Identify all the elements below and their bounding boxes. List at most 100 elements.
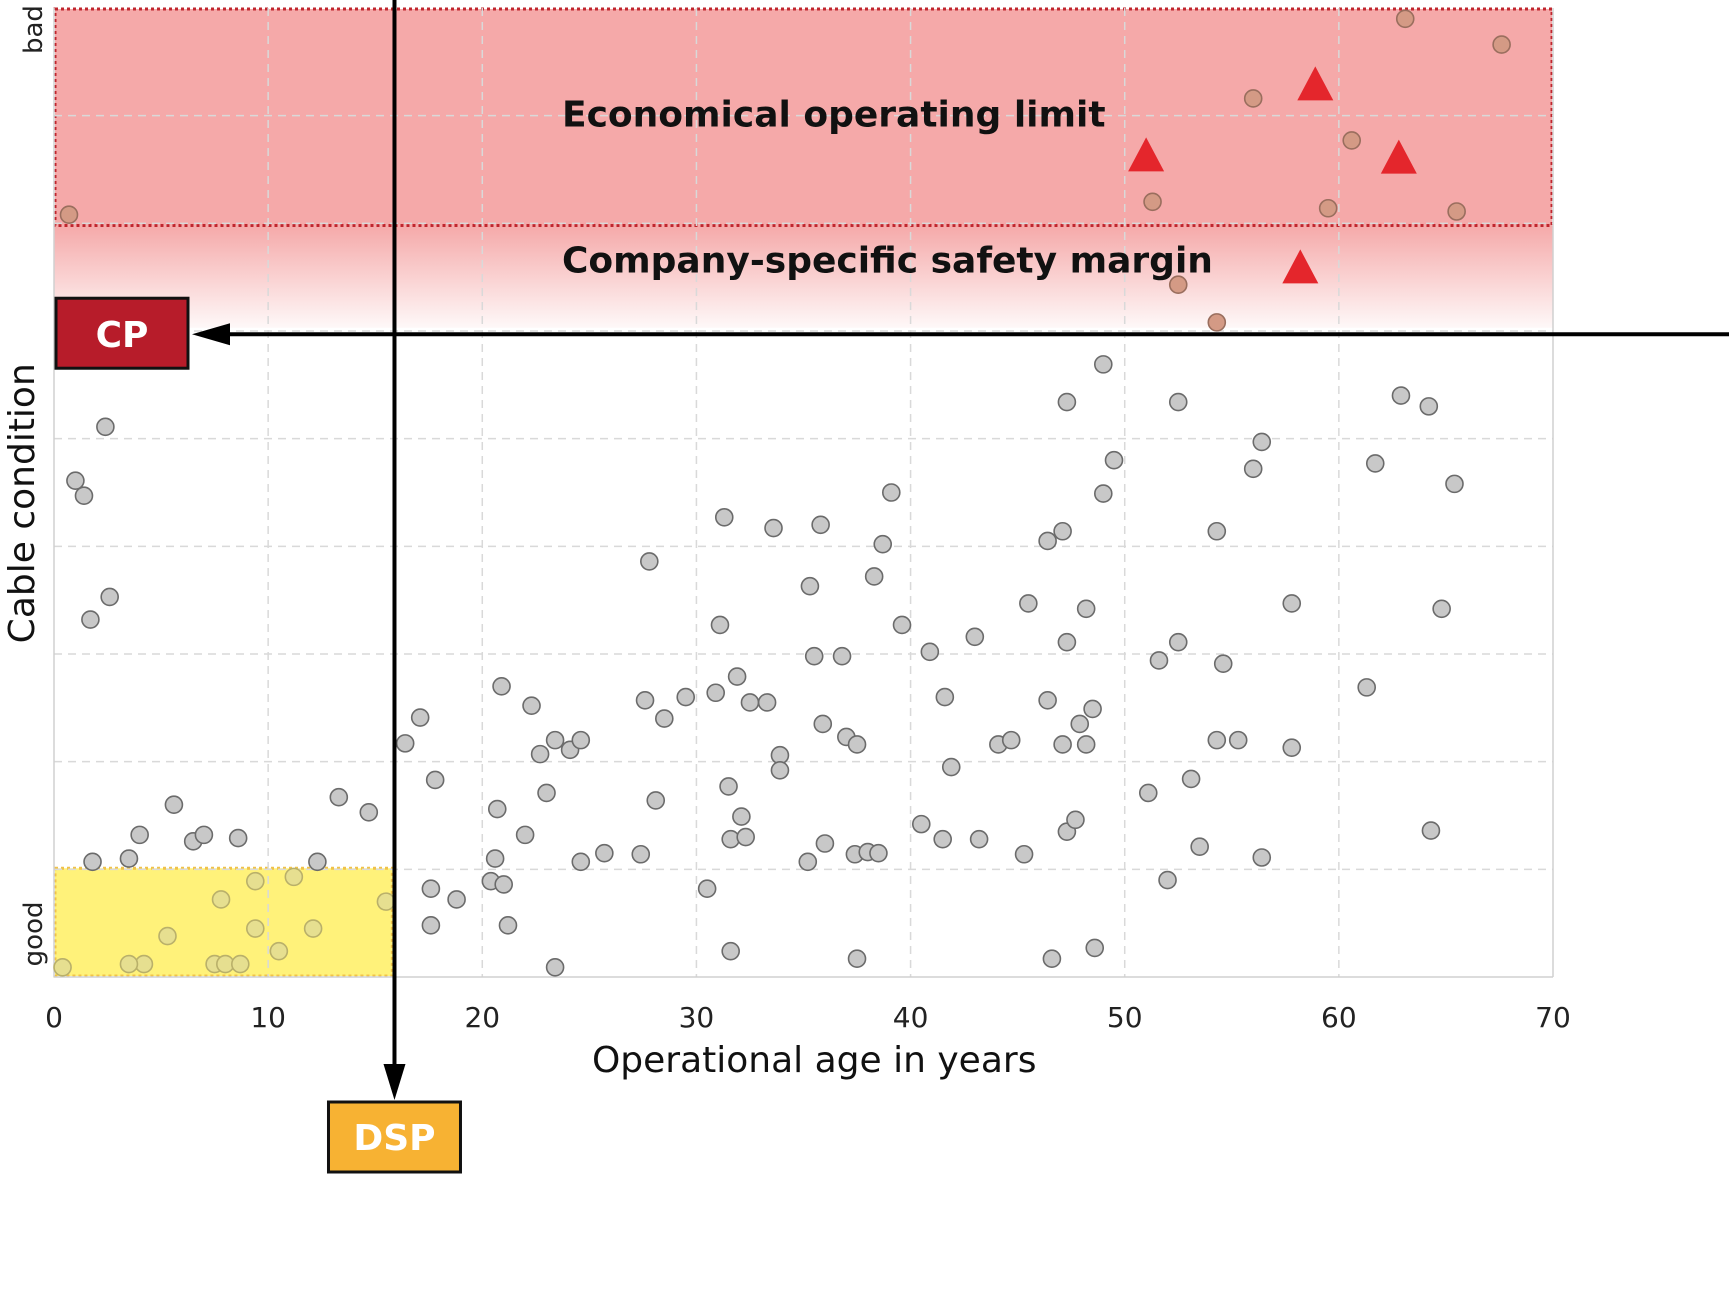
data-point [1104,450,1124,470]
data-point [492,676,511,696]
data-point [1395,9,1415,29]
data-point [1342,131,1362,150]
data-point [1207,730,1227,750]
data-point [1076,599,1096,619]
data-point [740,693,760,712]
data-point [813,714,833,734]
data-point [1432,599,1451,619]
data-point [676,687,696,707]
data-point [1365,454,1385,473]
data-point [130,825,149,845]
cp-arrowhead [192,323,230,346]
data-point [1038,531,1057,551]
data-point [59,205,79,225]
data-point [714,507,734,527]
data-point [655,709,674,728]
y-tick-label-good: good [19,902,49,967]
data-point [764,518,783,538]
data-point [1252,432,1272,452]
data-point [1282,738,1302,757]
data-point [1083,699,1102,719]
data-point [66,471,85,490]
data-point [635,690,655,710]
data-point [571,730,591,750]
data-point [119,849,139,868]
data-point [757,693,777,712]
data-point [1318,198,1338,218]
data-point [1357,678,1376,697]
x-tick-label: 30 [679,1001,715,1034]
data-point [800,576,820,596]
data-point [1190,837,1209,857]
data-point [911,814,931,834]
x-tick-label: 70 [1535,1001,1571,1034]
data-point [941,757,961,777]
data-point [410,708,430,727]
data-point [847,735,867,754]
x-tick-label: 40 [893,1001,929,1034]
data-point [1038,690,1057,710]
data-point [421,879,441,899]
data-point [1057,632,1077,652]
data-point [804,646,824,666]
data-point [1076,735,1096,754]
dsp-box [326,1100,462,1174]
data-point [119,954,139,974]
data-point [1445,474,1464,494]
data-point [359,802,379,822]
data-point [545,958,565,977]
data-point [1492,35,1511,54]
data-point [1252,848,1272,867]
data-point [1168,632,1188,652]
data-point [1085,938,1105,958]
data-point [719,777,738,796]
data-point [83,852,102,872]
data-point [1228,730,1248,750]
data-point [515,825,535,845]
data-point [770,760,790,780]
data-point [595,843,614,863]
data-point [494,875,514,894]
data-point [869,843,888,863]
data-point [873,534,893,554]
data-point [965,627,985,647]
data-point [1419,397,1439,416]
data-point [1066,810,1085,830]
data-point [1143,192,1162,212]
data-point [1001,730,1021,750]
data-point-triangle [1380,139,1417,174]
data-point-triangle [1128,137,1165,172]
data-point [537,783,556,803]
data-point [646,791,666,810]
data-point [100,587,119,607]
data-point [231,954,250,974]
x-axis-title: Operational age in years [592,1040,1037,1081]
data-point [96,417,115,437]
data-point-triangle [1282,249,1319,284]
data-points [53,9,1511,977]
x-tick-labels: 0 10 20 30 40 50 60 70 [45,1001,1571,1034]
safety-margin-label: Company-specific safety margin [562,240,1213,281]
data-point [1070,714,1090,734]
x-tick-label: 0 [45,1001,63,1034]
data-point [376,892,396,911]
data-point [1042,949,1062,968]
data-point [881,483,901,502]
economical-limit-zone [53,7,1554,227]
data-point [1421,821,1441,840]
dsp-label: DSP [353,1118,435,1159]
data-point [892,615,912,635]
data-point [395,734,415,753]
data-point [710,615,730,635]
data-point [1094,355,1113,374]
data-point [935,687,955,707]
dsp-arrowhead [383,1064,406,1100]
cp-label: CP [96,315,149,356]
data-point [706,683,726,703]
data-point [920,642,940,662]
data-point [530,744,550,764]
y-axis-title: Cable condition [2,363,43,643]
data-point [74,486,94,506]
data-point [640,552,659,571]
